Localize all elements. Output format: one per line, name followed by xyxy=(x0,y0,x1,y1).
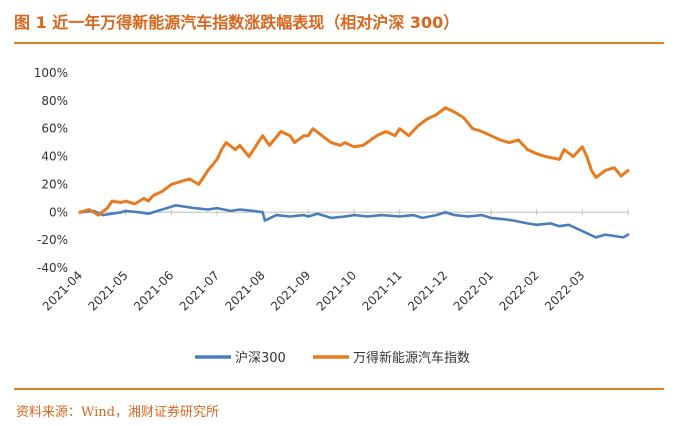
x-tick-label: 2021-09 xyxy=(268,268,313,313)
x-tick-label: 2022-03 xyxy=(542,268,587,313)
chart-title: 图 1 近一年万得新能源汽车指数涨跌幅表现（相对沪深 300） xyxy=(14,13,460,32)
x-tick-label: 2021-11 xyxy=(359,268,404,313)
y-tick-label: 100% xyxy=(34,66,68,80)
x-tick-label: 2021-12 xyxy=(405,268,450,313)
y-tick-label: 40% xyxy=(41,150,68,164)
x-tick-label: 2021-10 xyxy=(314,268,359,313)
y-tick-label: -40% xyxy=(37,261,68,275)
x-tick-label: 2021-07 xyxy=(177,268,222,313)
y-tick-label: 80% xyxy=(41,94,68,108)
y-tick-label: 20% xyxy=(41,177,68,191)
y-axis: -40% -20% 0% 20% 40% 60% 80% 100% xyxy=(34,66,68,275)
line-chart: -40%-20%0%20%40%60%80%100% 2021-04 2021-0… xyxy=(34,66,630,366)
legend-label: 沪深300 xyxy=(235,350,286,366)
x-tick-label: 2021-05 xyxy=(85,268,130,313)
series-line-csi300 xyxy=(78,204,630,239)
series-line-nev-index xyxy=(78,106,630,217)
x-tick-label: 2021-04 xyxy=(40,268,85,313)
legend: 沪深300 万得新能源汽车指数 xyxy=(195,350,470,366)
legend-label: 万得新能源汽车指数 xyxy=(353,350,470,366)
x-tick-label: 2021-08 xyxy=(222,268,267,313)
footer-rule xyxy=(14,388,664,390)
x-tick-label: 2022-02 xyxy=(496,268,541,313)
source-note: 资料来源：Wind，湘财证券研究所 xyxy=(16,405,219,420)
y-tick-label: 0% xyxy=(49,205,68,219)
x-tick-label: 2021-06 xyxy=(131,268,176,313)
x-tick-label: 2022-01 xyxy=(451,268,496,313)
y-tick-label: -20% xyxy=(37,233,68,247)
series-group xyxy=(78,106,630,239)
y-tick-label: 60% xyxy=(41,122,68,136)
header-rule xyxy=(14,42,664,44)
